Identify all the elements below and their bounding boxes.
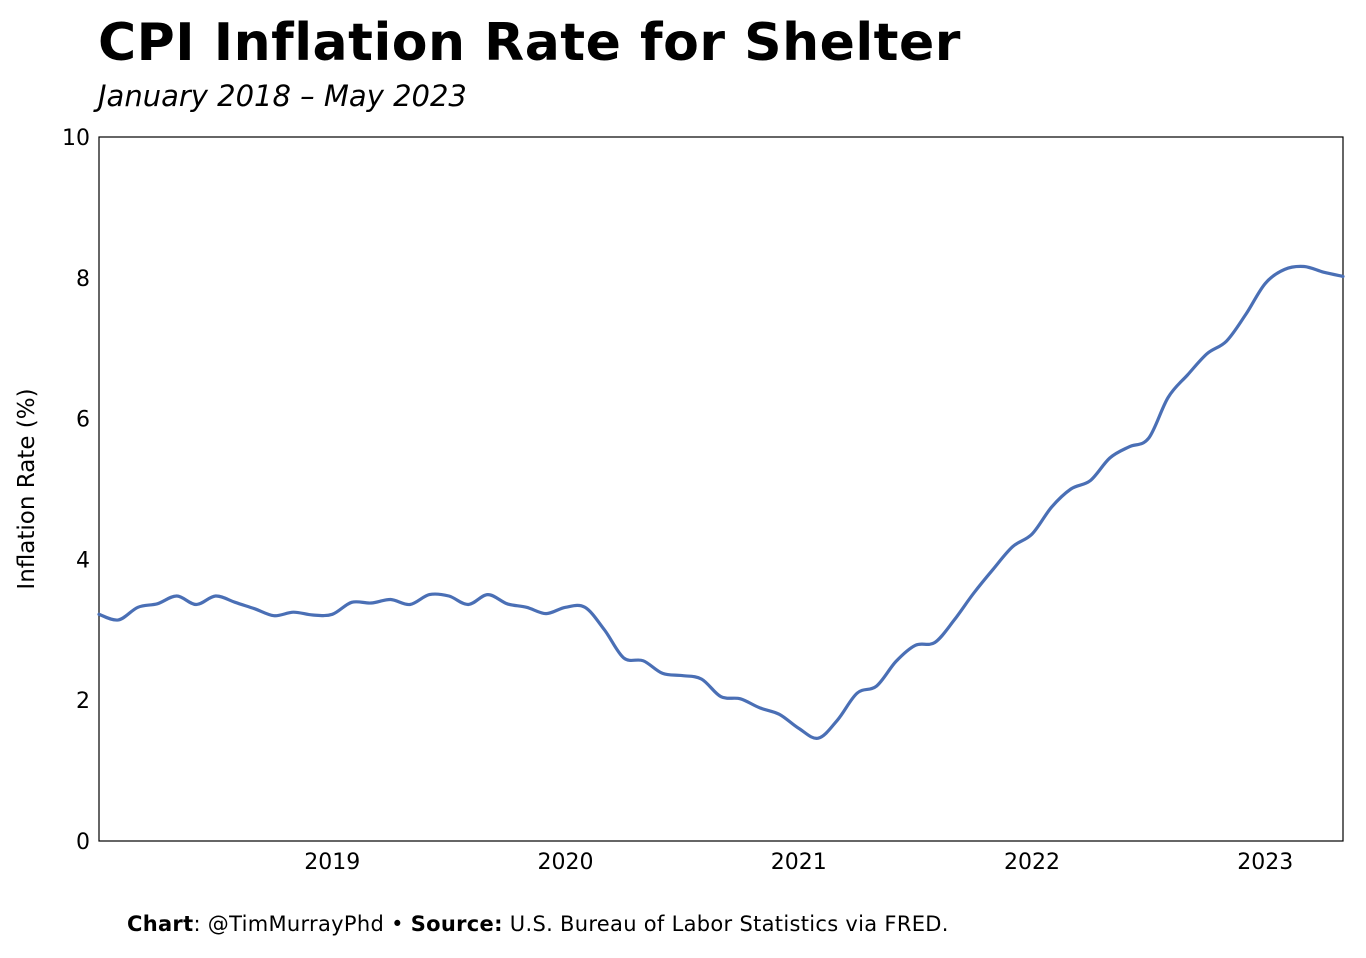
plot-frame — [98, 136, 1344, 842]
footer-chart-label: Chart — [127, 912, 194, 936]
y-tick-label: 8 — [76, 267, 90, 292]
x-tick-label: 2021 — [771, 850, 827, 875]
y-tick-label: 2 — [76, 689, 90, 714]
y-axis-label: Inflation Rate (%) — [14, 388, 40, 589]
chart-title: CPI Inflation Rate for Shelter — [98, 13, 961, 73]
line-chart: 0 2 4 6 8 10 2019 2020 2021 2022 2023 Inflation R… — [14, 126, 1345, 875]
x-tick-label: 2023 — [1237, 850, 1293, 875]
x-tick-label: 2020 — [538, 850, 594, 875]
footer-source-label: Source: — [410, 912, 503, 936]
footer-credit: Chart: @TimMurrayPhd • Source: U.S. Bure… — [127, 912, 949, 936]
y-tick-label: 0 — [76, 830, 90, 855]
x-tick-label: 2022 — [1004, 850, 1060, 875]
y-axis: 0 2 4 6 8 10 — [62, 126, 90, 855]
x-tick-label: 2019 — [304, 850, 360, 875]
footer-separator: • — [391, 912, 404, 936]
chart-subtitle: January 2018 – May 2023 — [98, 79, 467, 113]
y-tick-label: 10 — [62, 126, 90, 151]
footer-source-value: U.S. Bureau of Labor Statistics via FRED… — [509, 912, 949, 936]
series-line — [97, 264, 1345, 740]
y-tick-label: 4 — [76, 548, 90, 573]
footer-chart-value: : @TimMurrayPhd — [193, 912, 385, 936]
y-tick-label: 6 — [76, 408, 90, 433]
x-axis: 2019 2020 2021 2022 2023 — [304, 850, 1293, 875]
